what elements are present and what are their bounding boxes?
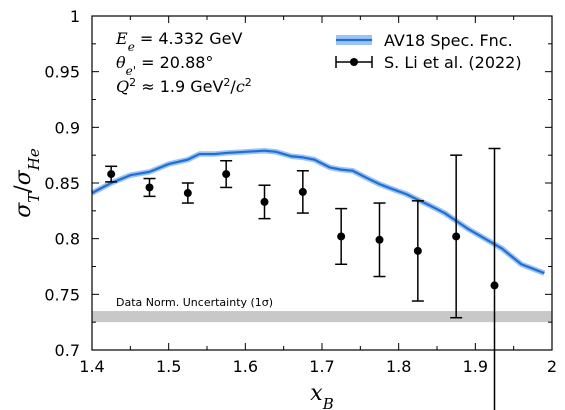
- data-point: [296, 170, 309, 214]
- data-marker: [145, 183, 154, 192]
- data-points-layer: [105, 147, 501, 410]
- uncertainty-band: [92, 311, 552, 323]
- data-marker: [452, 232, 461, 241]
- data-marker: [413, 246, 422, 255]
- data-point: [220, 159, 233, 189]
- data-point: [450, 154, 463, 319]
- x-tick-label: 2: [547, 357, 557, 376]
- x-tick-label: 1.5: [156, 357, 181, 376]
- data-marker: [260, 197, 269, 206]
- band-label: Data Norm. Uncertainty (1σ): [116, 296, 273, 309]
- y-tick-label: 0.8: [55, 230, 80, 249]
- data-point: [105, 165, 118, 183]
- legend-swatch-data-marker: [350, 58, 358, 66]
- axis-ticks: 1.4 1.5 1.6 1.7 1.8 1.9 2 0.7 0.75 0.8 0.85 0.9 0.95…: [44, 7, 557, 376]
- data-marker: [337, 232, 346, 241]
- data-point: [373, 202, 386, 278]
- beam-energy-label: Ee = 4.332 GeV: [115, 29, 243, 54]
- data-marker: [222, 170, 231, 179]
- model-line-glow: [90, 147, 546, 276]
- x-axis-label: xB: [310, 381, 333, 410]
- y-tick-label: 0.9: [55, 118, 80, 137]
- data-point: [181, 182, 194, 204]
- scattering-angle-label: θe' = 20.88°: [116, 53, 213, 78]
- data-marker: [298, 187, 307, 196]
- y-tick-label: 1: [70, 7, 80, 26]
- data-point: [258, 184, 271, 220]
- data-marker: [183, 189, 192, 198]
- y-tick-label: 0.75: [44, 285, 80, 304]
- data-marker: [490, 281, 499, 290]
- x-tick-label: 1.6: [233, 357, 258, 376]
- data-point: [488, 147, 501, 410]
- momentum-transfer-label: Q2 ≈ 1.9 GeV2/c2: [116, 76, 252, 97]
- data-point: [143, 177, 156, 198]
- data-point: [411, 200, 424, 302]
- uncertainty-band-layer: [92, 311, 552, 323]
- x-tick-label: 1.7: [309, 357, 334, 376]
- y-tick-label: 0.95: [44, 63, 80, 82]
- y-axis-label: σT/σHe: [11, 148, 43, 218]
- y-tick-label: 0.7: [55, 341, 80, 360]
- model-line-layer: [90, 147, 546, 276]
- legend-label-data: S. Li et al. (2022): [384, 53, 522, 72]
- x-tick-label: 1.4: [79, 357, 104, 376]
- data-point: [335, 207, 348, 266]
- x-tick-label: 1.9: [463, 357, 488, 376]
- y-tick-label: 0.85: [44, 174, 80, 193]
- x-tick-label: 1.8: [386, 357, 411, 376]
- legend: AV18 Spec. Fnc. S. Li et al. (2022): [335, 31, 522, 72]
- data-marker: [107, 170, 116, 179]
- data-marker: [375, 235, 384, 244]
- legend-label-model: AV18 Spec. Fnc.: [384, 31, 513, 50]
